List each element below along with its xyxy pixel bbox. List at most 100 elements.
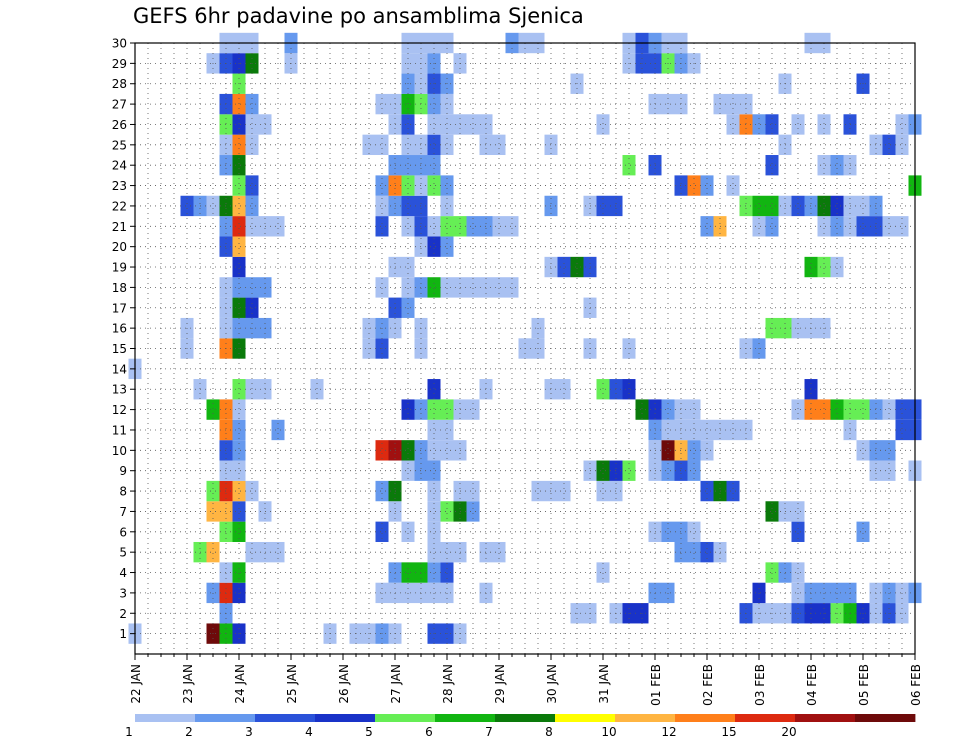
y-tick-label: 26 bbox=[112, 118, 127, 132]
heat-cell bbox=[427, 440, 441, 461]
y-tick-label: 29 bbox=[112, 57, 127, 71]
heat-cell bbox=[401, 175, 415, 196]
heat-cell bbox=[596, 562, 610, 583]
colorbar-label: 4 bbox=[305, 725, 313, 739]
heat-cell bbox=[245, 114, 259, 135]
heat-cell bbox=[245, 134, 259, 156]
heat-cell bbox=[505, 277, 519, 298]
heat-cell bbox=[232, 134, 246, 156]
heat-cell bbox=[466, 216, 480, 237]
heat-cell bbox=[232, 93, 246, 115]
colorbar-segment bbox=[375, 714, 436, 722]
heat-cell bbox=[427, 379, 441, 400]
heat-cell bbox=[375, 195, 389, 217]
heat-cell bbox=[882, 216, 896, 237]
y-tick-label: 6 bbox=[119, 525, 127, 539]
heat-cell bbox=[427, 216, 441, 237]
y-tick-label: 17 bbox=[112, 301, 127, 315]
heat-cell bbox=[817, 582, 831, 604]
heat-cell bbox=[726, 114, 740, 135]
heat-cell bbox=[401, 521, 415, 542]
heat-cell bbox=[245, 297, 259, 318]
heat-cell bbox=[401, 195, 415, 217]
heat-cell bbox=[726, 175, 740, 196]
x-tick-label: 02 FEB bbox=[701, 664, 715, 706]
x-tick-label: 22 JAN bbox=[129, 664, 143, 704]
y-tick-label: 14 bbox=[112, 362, 127, 376]
heat-cell bbox=[232, 277, 246, 298]
heat-cell bbox=[492, 541, 506, 563]
colorbar-segment bbox=[675, 714, 736, 722]
heat-cell bbox=[622, 379, 636, 400]
heat-cell bbox=[752, 195, 766, 217]
colorbar-segment bbox=[495, 714, 556, 722]
heat-cell bbox=[466, 399, 480, 420]
colorbar-label: 1 bbox=[125, 725, 133, 739]
heat-cell bbox=[401, 460, 415, 481]
heat-cell bbox=[401, 277, 415, 298]
heat-cell bbox=[700, 175, 714, 196]
y-tick-label: 5 bbox=[119, 546, 127, 560]
y-tick-label: 12 bbox=[112, 403, 127, 417]
heat-cell bbox=[856, 195, 870, 217]
colorbar-segment bbox=[315, 714, 376, 722]
colorbar-segment bbox=[435, 714, 496, 722]
colorbar-segment bbox=[255, 714, 316, 722]
heat-cell bbox=[752, 114, 766, 135]
heat-cell bbox=[206, 195, 220, 217]
x-tick-label: 04 FEB bbox=[805, 664, 819, 706]
heat-cell bbox=[622, 155, 636, 176]
heat-cell bbox=[895, 419, 909, 441]
heat-cell bbox=[687, 419, 701, 441]
heat-cell bbox=[765, 195, 779, 217]
heat-cell bbox=[245, 541, 259, 563]
heat-cell bbox=[882, 440, 896, 461]
x-tick-label: 05 FEB bbox=[857, 664, 871, 706]
heat-cell bbox=[375, 582, 389, 604]
heat-cell bbox=[232, 501, 246, 522]
heat-cell bbox=[427, 582, 441, 604]
heat-cell bbox=[791, 562, 805, 583]
y-tick-label: 1 bbox=[119, 627, 127, 641]
heat-cell bbox=[427, 399, 441, 420]
heat-cell bbox=[700, 216, 714, 237]
heat-cell bbox=[895, 134, 909, 156]
heat-cell bbox=[466, 277, 480, 298]
heat-cell bbox=[661, 460, 675, 481]
heat-cell bbox=[440, 562, 454, 583]
heat-cell bbox=[700, 541, 714, 563]
y-tick-label: 19 bbox=[112, 261, 127, 275]
y-tick-label: 20 bbox=[112, 240, 127, 254]
heat-cell bbox=[375, 480, 389, 502]
heat-cell bbox=[830, 195, 844, 217]
heat-cell bbox=[232, 562, 246, 583]
x-tick-label: 29 JAN bbox=[493, 664, 507, 704]
y-tick-label: 7 bbox=[119, 505, 127, 519]
heat-cell bbox=[765, 562, 779, 583]
heat-cell bbox=[440, 440, 454, 461]
heat-cell bbox=[791, 195, 805, 217]
heat-cell bbox=[232, 521, 246, 542]
heat-cell bbox=[817, 399, 831, 420]
heat-cell bbox=[401, 582, 415, 604]
heat-cell bbox=[271, 216, 285, 237]
y-tick-label: 16 bbox=[112, 322, 127, 336]
heat-cell bbox=[401, 216, 415, 237]
heat-cell bbox=[765, 216, 779, 237]
colorbar-segment bbox=[735, 714, 796, 722]
heat-cell bbox=[596, 195, 610, 217]
heat-cell bbox=[765, 155, 779, 176]
heat-cell bbox=[206, 501, 220, 522]
heat-cell bbox=[440, 582, 454, 604]
heat-cell bbox=[232, 297, 246, 318]
heat-cell bbox=[687, 399, 701, 420]
heat-cell bbox=[232, 175, 246, 196]
heat-cell bbox=[362, 134, 376, 156]
heat-cell bbox=[440, 541, 454, 563]
heat-cell bbox=[271, 419, 285, 441]
heat-cell bbox=[206, 582, 220, 604]
heat-cell bbox=[427, 480, 441, 502]
x-tick-label: 06 FEB bbox=[909, 664, 923, 706]
heat-cell bbox=[752, 582, 766, 604]
heat-cell bbox=[570, 256, 584, 278]
